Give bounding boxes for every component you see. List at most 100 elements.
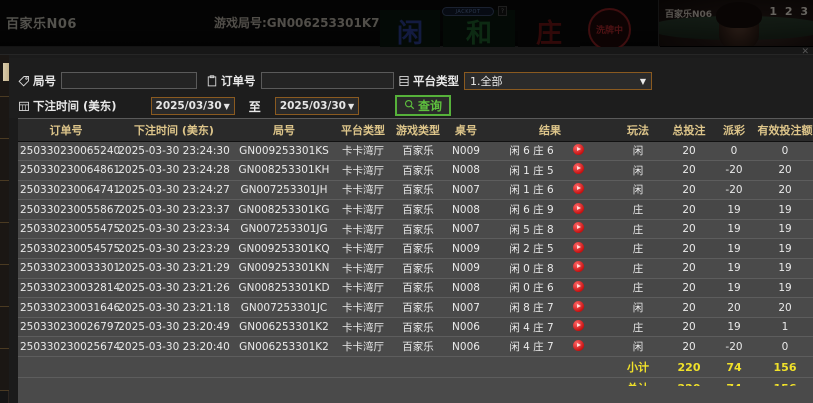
- subtotal-row: 小计 220 74 156: [18, 356, 813, 379]
- game-type-cell: 百家乐: [392, 199, 444, 220]
- rail-segment: [0, 181, 9, 223]
- date-range-separator: 至: [248, 99, 261, 114]
- chevron-down-icon: ▼: [347, 101, 355, 111]
- col-order-no[interactable]: 订单号: [18, 119, 114, 142]
- col-payout[interactable]: 派彩: [714, 119, 754, 142]
- table-row[interactable]: 250330230064861 2025-03-30 23:24:28 GN0082…: [18, 160, 813, 181]
- table-no-cell: N009: [444, 238, 488, 260]
- play-icon[interactable]: [573, 320, 584, 332]
- grandtotal-valid-bet: 156: [754, 377, 813, 386]
- col-bet-type[interactable]: 玩法: [612, 119, 664, 142]
- calendar-icon: [17, 100, 30, 113]
- table-row[interactable]: 250330230054575 2025-03-30 23:23:29 GN0092…: [18, 238, 813, 260]
- bet-type-cell: 庄: [612, 258, 664, 279]
- total-bet-cell: 20: [664, 258, 714, 279]
- play-icon[interactable]: [573, 261, 584, 273]
- result-text: 闲 6 庄 6: [509, 145, 554, 158]
- valid-bet-cell: 19: [754, 219, 813, 240]
- bet-zone-player[interactable]: 闲: [380, 10, 440, 47]
- col-round-no[interactable]: 局号: [234, 119, 334, 142]
- table-row[interactable]: 250330230055475 2025-03-30 23:23:34 GN0072…: [18, 219, 813, 240]
- table-row[interactable]: 250330230065240 2025-03-30 23:24:30 GN0092…: [18, 141, 813, 162]
- platform-type-cell: 卡卡湾厅: [334, 180, 392, 201]
- col-result[interactable]: 结果: [488, 119, 612, 142]
- game-round-number: 游戏局号:GN006253301K7: [214, 16, 380, 30]
- spacer-cell: [18, 356, 612, 379]
- payout-cell: 19: [714, 219, 754, 240]
- table-row[interactable]: 250330230055867 2025-03-30 23:23:37 GN0082…: [18, 199, 813, 220]
- rail-segment: [0, 139, 9, 181]
- table-body: 250330230065240 2025-03-30 23:24:30 GN0092…: [18, 141, 813, 386]
- bet-history-table: 订单号 下注时间 (美东) 局号 平台类型 游戏类型 桌号 结果 玩法 总投注 …: [18, 119, 813, 386]
- jackpot-help-icon[interactable]: ?: [498, 6, 507, 16]
- grandtotal-row: 总计22074156: [18, 377, 813, 386]
- col-game-type[interactable]: 游戏类型: [392, 119, 444, 142]
- col-valid-bet[interactable]: 有效投注额: [754, 119, 813, 142]
- table-row[interactable]: 250330230064741 2025-03-30 23:24:27 GN0072…: [18, 180, 813, 201]
- query-button[interactable]: 查询: [395, 95, 452, 116]
- round-input[interactable]: [61, 72, 197, 89]
- subtotal-label: 小计: [612, 356, 664, 379]
- col-total-bet[interactable]: 总投注: [664, 119, 714, 142]
- play-icon[interactable]: [573, 143, 584, 155]
- play-icon[interactable]: [573, 222, 584, 234]
- date-from-picker[interactable]: 2025/03/30 ▼: [150, 97, 235, 115]
- platform-type-cell: 卡卡湾厅: [334, 297, 392, 318]
- date-from-value: 2025/03/30: [155, 100, 222, 112]
- col-platform-type[interactable]: 平台类型: [334, 119, 392, 142]
- table-no-cell: N007: [444, 219, 488, 240]
- total-bet-cell: 20: [664, 238, 714, 260]
- table-no-cell: N008: [444, 160, 488, 181]
- table-row[interactable]: 250330230026797 2025-03-30 23:20:49 GN0062…: [18, 317, 813, 338]
- jackpot-badge[interactable]: JACKPOT: [442, 7, 494, 16]
- play-icon[interactable]: [573, 339, 584, 351]
- order-input[interactable]: [260, 72, 394, 89]
- rail-segment: [0, 223, 9, 265]
- total-bet-cell: 20: [664, 160, 714, 181]
- valid-bet-cell: 0: [754, 336, 813, 358]
- play-icon[interactable]: [573, 163, 584, 175]
- bet-zone-banker[interactable]: 庄: [518, 10, 580, 47]
- play-icon[interactable]: [573, 280, 584, 292]
- bet-time-cell: 2025-03-30 23:24:27: [114, 180, 234, 201]
- table-row[interactable]: 250330230033301 2025-03-30 23:21:29 GN0092…: [18, 258, 813, 279]
- date-to-picker[interactable]: 2025/03/30 ▼: [274, 97, 360, 115]
- round-no-cell: GN008253301KD: [234, 278, 334, 299]
- table-row[interactable]: 250330230025674 2025-03-30 23:20:40 GN0062…: [18, 336, 813, 358]
- bet-time-cell: 2025-03-30 23:23:29: [114, 238, 234, 260]
- play-icon[interactable]: [573, 241, 584, 253]
- close-icon[interactable]: ✕: [801, 47, 809, 55]
- chevron-down-icon: ▼: [223, 101, 230, 111]
- result-text: 闲 5 庄 8: [509, 223, 554, 236]
- payout-cell: -20: [714, 336, 754, 358]
- result-cell: 闲 1 庄 5: [488, 160, 612, 181]
- live-dealer-video[interactable]: 百家乐N06 1 2 3: [658, 0, 813, 46]
- platform-type-cell: 卡卡湾厅: [334, 278, 392, 299]
- platform-type-cell: 卡卡湾厅: [334, 336, 392, 358]
- result-text: 闲 1 庄 6: [509, 184, 554, 197]
- result-text: 闲 0 庄 6: [509, 282, 554, 295]
- valid-bet-cell: 19: [754, 278, 813, 299]
- table-no-cell: N009: [444, 141, 488, 162]
- total-bet-cell: 20: [664, 219, 714, 240]
- col-table-no[interactable]: 桌号: [444, 119, 488, 142]
- play-icon[interactable]: [573, 202, 584, 214]
- bet-time-cell: 2025-03-30 23:21:18: [114, 297, 234, 318]
- play-icon[interactable]: [573, 182, 584, 194]
- bet-type-cell: 庄: [612, 278, 664, 299]
- play-icon[interactable]: [573, 300, 584, 312]
- table-row[interactable]: 250330230032814 2025-03-30 23:21:26 GN0082…: [18, 278, 813, 299]
- table-row[interactable]: 250330230031646 2025-03-30 23:21:18 GN0072…: [18, 297, 813, 318]
- bet-zone-banker-label: 庄: [535, 19, 562, 49]
- rail-expand-handle[interactable]: [3, 63, 14, 81]
- platform-type-select[interactable]: 1.全部 ▼: [464, 72, 652, 90]
- result-text: 闲 4 庄 7: [509, 321, 554, 334]
- total-bet-cell: 20: [664, 297, 714, 318]
- rail-segment: [0, 265, 9, 307]
- col-bet-time[interactable]: 下注时间 (美东): [114, 119, 234, 142]
- order-no-cell: 250330230032814: [18, 278, 120, 299]
- round-no-cell: GN007253301JC: [234, 297, 334, 318]
- filter-order-label: 订单号: [221, 73, 256, 88]
- game-type-cell: 百家乐: [392, 297, 444, 318]
- table-no-cell: N009: [444, 258, 488, 279]
